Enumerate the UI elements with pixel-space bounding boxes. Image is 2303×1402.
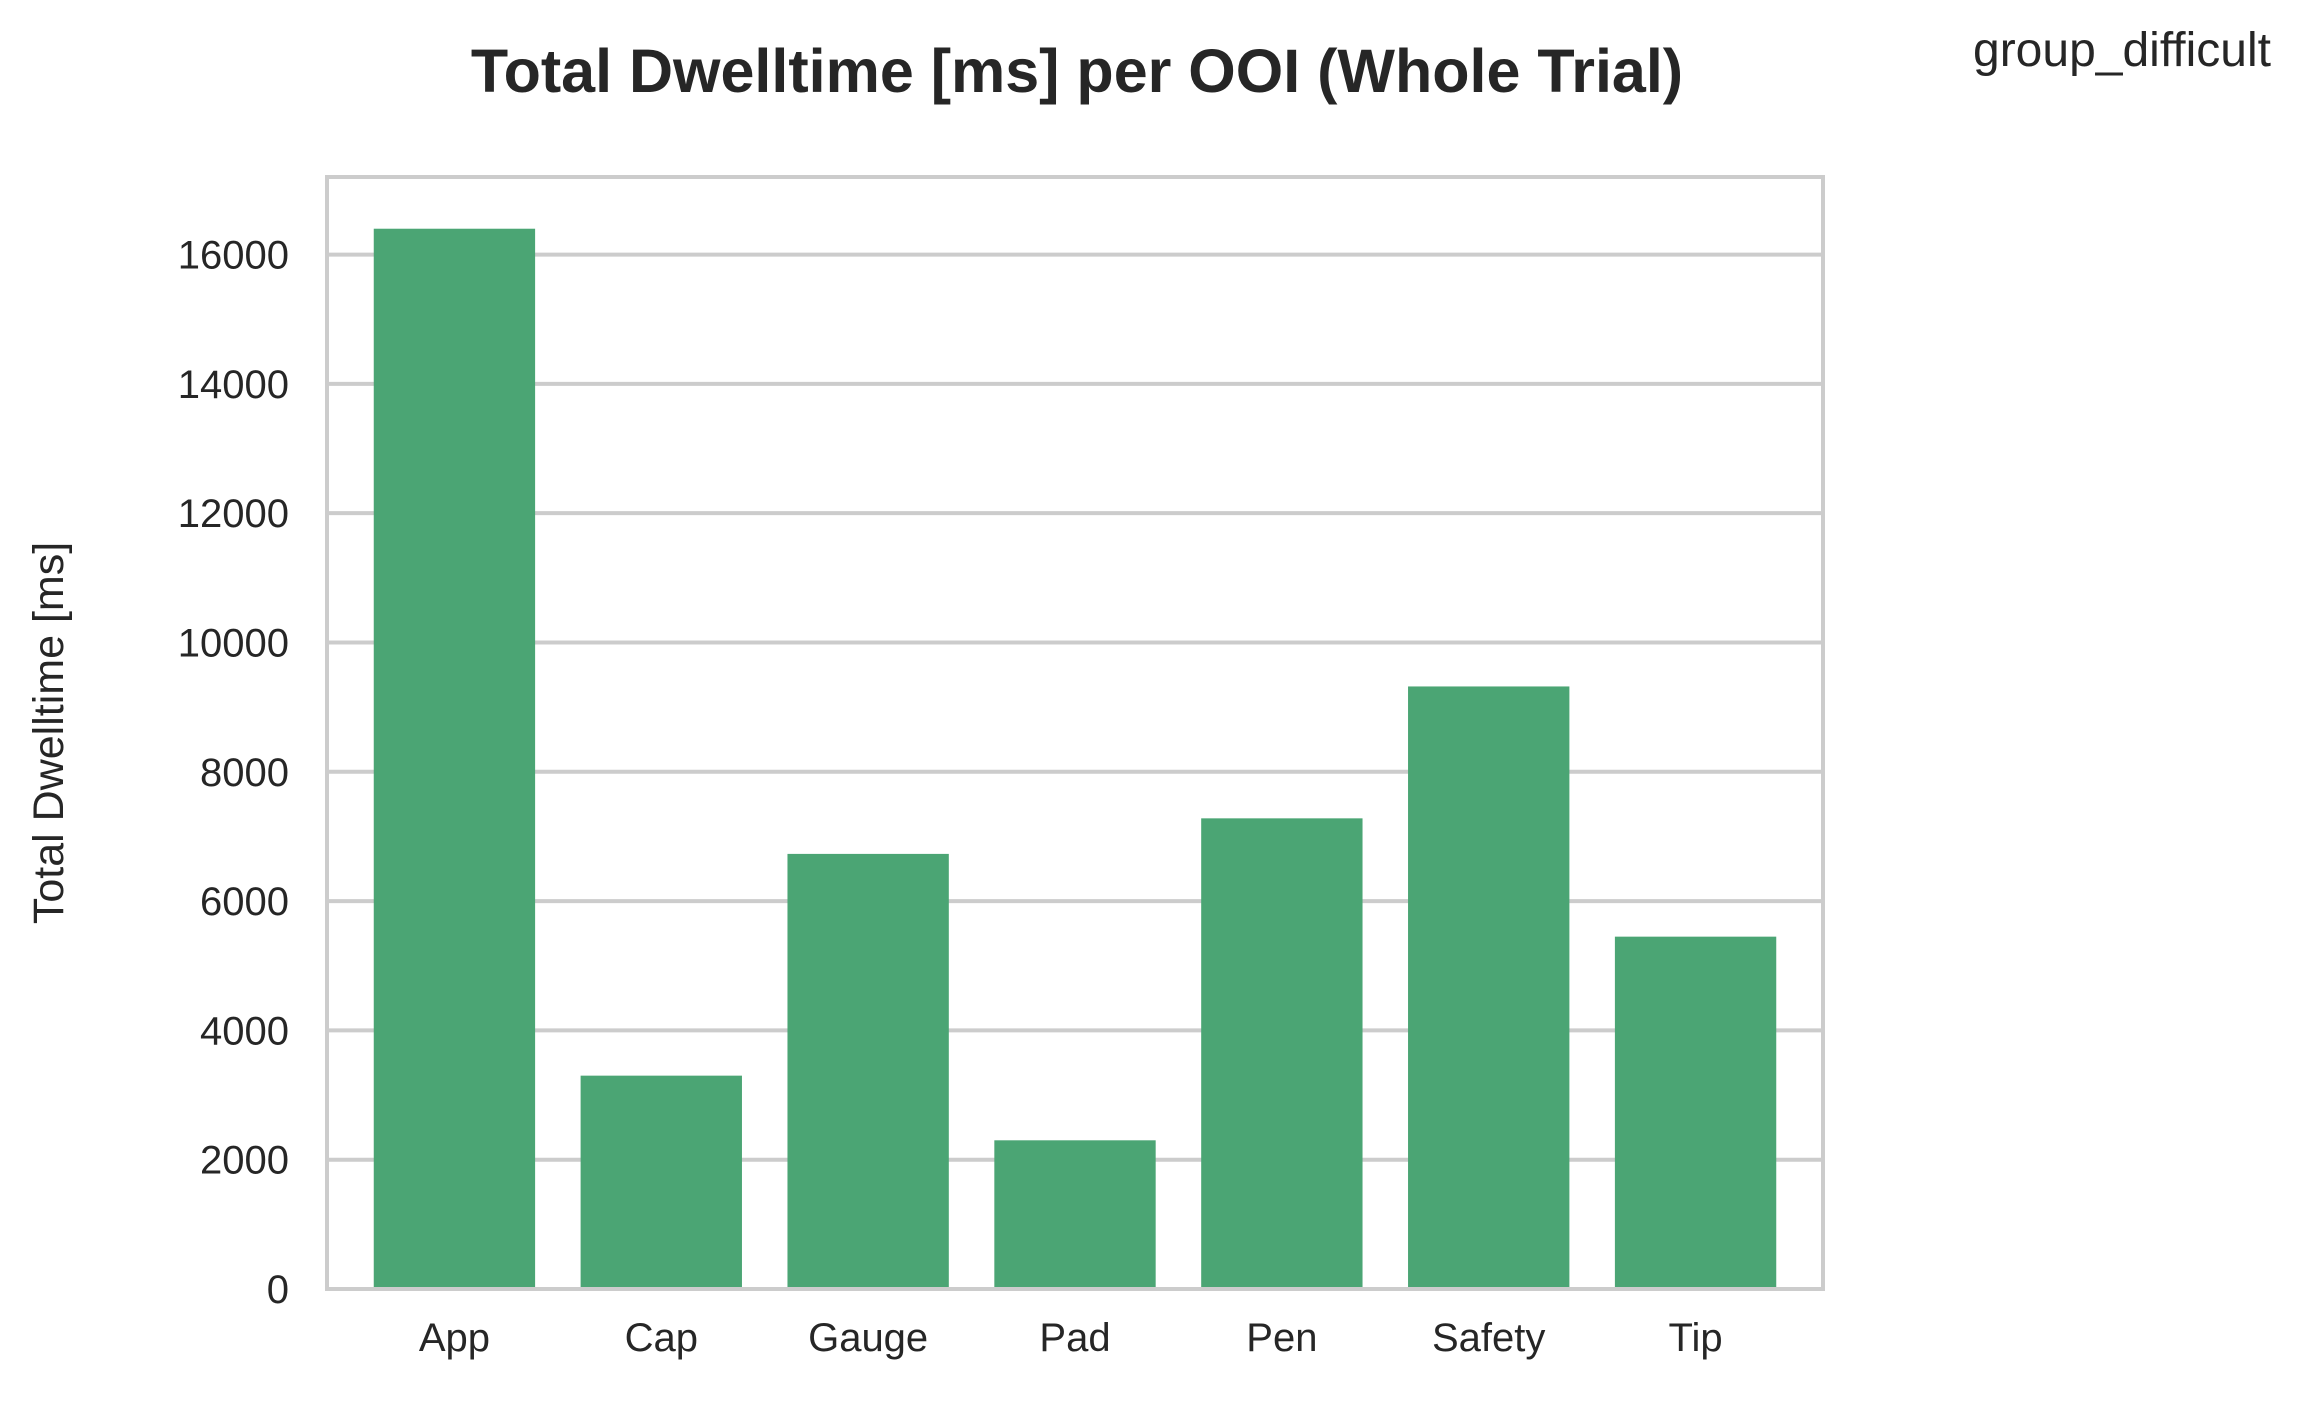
bars [373, 228, 1777, 1289]
y-tick-label: 8000 [200, 751, 289, 795]
chart-title: Total Dwelltime [ms] per OOI (Whole Tria… [471, 37, 1683, 105]
bar-app [373, 228, 536, 1289]
bar-cap [580, 1075, 742, 1289]
y-tick-label: 6000 [200, 880, 289, 924]
y-tick-label: 10000 [178, 621, 289, 665]
plot-frame [325, 175, 1825, 1291]
bar-tip [1614, 936, 1777, 1289]
y-tick-labels: 0 2000 4000 6000 8000 10000 12000 14000 16000 [178, 234, 289, 1312]
gridlines [327, 252, 1823, 1162]
y-tick-label: 16000 [178, 234, 289, 278]
x-tick-label-cap: Cap [625, 1316, 698, 1360]
bar-pen [1201, 818, 1363, 1289]
x-tick-label-app: App [419, 1316, 490, 1360]
bar-gauge [787, 853, 949, 1289]
x-tick-label-pen: Pen [1246, 1316, 1317, 1360]
y-tick-label: 0 [267, 1268, 289, 1312]
x-tick-labels: App Cap Gauge Pad Pen Safety Tip [419, 1316, 1723, 1360]
y-tick-label: 12000 [178, 492, 289, 536]
x-tick-label-gauge: Gauge [808, 1316, 928, 1360]
bar-pad [994, 1140, 1156, 1289]
y-tick-label: 4000 [200, 1009, 289, 1053]
corner-label: group_difficult [1973, 24, 2271, 77]
y-tick-label: 14000 [178, 363, 289, 407]
bar-safety [1408, 686, 1570, 1289]
x-tick-label-tip: Tip [1669, 1316, 1723, 1360]
y-axis-label: Total Dwelltime [ms] [25, 542, 73, 924]
y-tick-label: 2000 [200, 1139, 289, 1183]
x-tick-label-pad: Pad [1039, 1316, 1110, 1360]
x-tick-label-safety: Safety [1432, 1316, 1545, 1360]
